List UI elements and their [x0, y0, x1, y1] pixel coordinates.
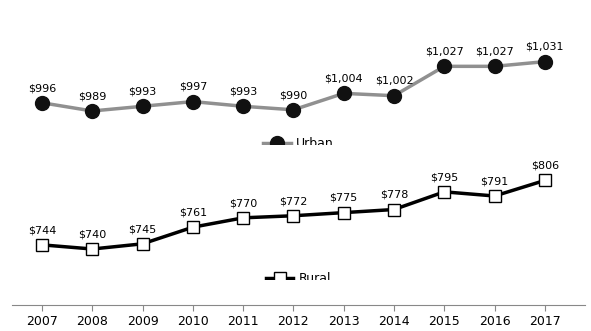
Text: $761: $761 — [179, 208, 207, 217]
Text: $770: $770 — [229, 198, 257, 208]
Text: $989: $989 — [78, 91, 106, 101]
Text: $778: $778 — [380, 190, 408, 200]
Text: $990: $990 — [280, 90, 307, 100]
Text: $993: $993 — [128, 87, 157, 97]
Text: $996: $996 — [28, 83, 56, 93]
Text: $1,031: $1,031 — [525, 42, 564, 52]
Legend: Rural: Rural — [261, 267, 336, 290]
Text: $1,004: $1,004 — [324, 73, 363, 84]
Text: $775: $775 — [330, 193, 358, 203]
Text: $745: $745 — [128, 224, 157, 234]
Legend: Urban: Urban — [258, 132, 339, 155]
Text: $1,027: $1,027 — [475, 47, 514, 57]
Text: $997: $997 — [178, 82, 207, 92]
Text: $744: $744 — [28, 225, 56, 235]
Text: $772: $772 — [279, 196, 307, 206]
Text: $795: $795 — [430, 172, 459, 182]
Text: $791: $791 — [480, 176, 509, 186]
Text: $806: $806 — [531, 161, 559, 171]
Text: $993: $993 — [229, 87, 257, 97]
Text: $1,027: $1,027 — [425, 47, 464, 57]
Text: $1,002: $1,002 — [375, 76, 413, 86]
Text: $740: $740 — [78, 229, 106, 239]
